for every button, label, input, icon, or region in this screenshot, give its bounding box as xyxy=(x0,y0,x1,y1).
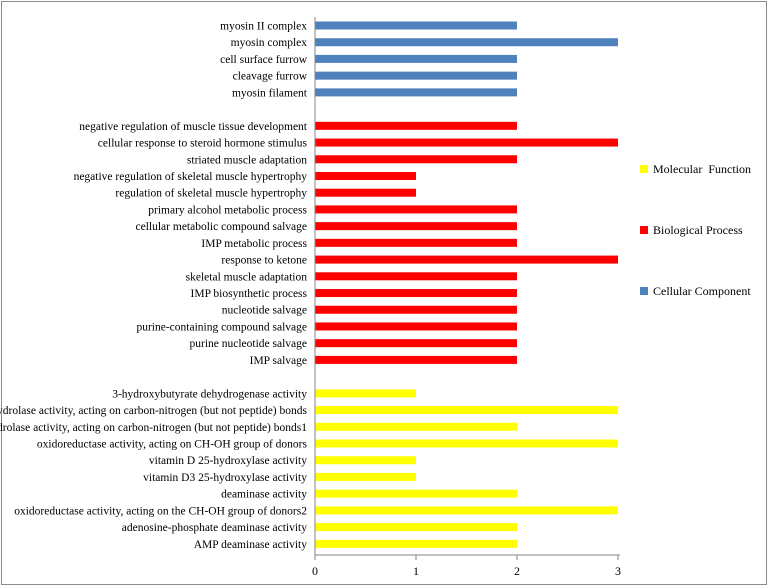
category-label-20: IMP salvage xyxy=(250,355,307,367)
bar-19 xyxy=(315,339,517,348)
bars-layer xyxy=(315,21,618,548)
bar-9 xyxy=(315,171,416,180)
category-label-19: purine nucleotide salvage xyxy=(189,338,307,350)
category-label-25: oxidoreductase activity, acting on CH-OH… xyxy=(37,439,308,451)
category-label-17: nucleotide salvage xyxy=(222,305,307,317)
bar-18 xyxy=(315,322,517,331)
category-label-28: deaminase activity xyxy=(221,489,307,501)
bar-2 xyxy=(315,54,517,63)
bar-14 xyxy=(315,255,618,264)
bar-27 xyxy=(315,472,416,481)
category-label-0: myosin II complex xyxy=(220,21,307,33)
bar-3 xyxy=(315,71,517,80)
category-label-12: cellular metabolic compound salvage xyxy=(136,221,307,233)
category-label-2: cell surface furrow xyxy=(220,54,308,66)
bar-28 xyxy=(315,489,517,498)
legend-swatch-cc xyxy=(640,287,648,295)
bar-29 xyxy=(315,506,618,515)
legend-label-cc: Cellular Component xyxy=(653,284,751,298)
category-label-7: cellular response to steroid hormone sti… xyxy=(98,138,308,150)
category-label-26: vitamin D 25-hydroxylase activity xyxy=(149,455,307,467)
bar-15 xyxy=(315,272,517,281)
category-label-16: IMP biosynthetic process xyxy=(191,288,308,300)
category-label-15: skeletal muscle adaptation xyxy=(186,271,308,283)
category-label-10: regulation of skeletal muscle hypertroph… xyxy=(115,188,307,200)
bar-22 xyxy=(315,389,416,398)
bar-8 xyxy=(315,155,517,164)
category-label-30: adenosine-phosphate deaminase activity xyxy=(122,522,307,534)
category-label-4: myosin filament xyxy=(232,87,308,99)
category-label-29: oxidoreductase activity, acting on the C… xyxy=(14,505,307,517)
bar-4 xyxy=(315,88,517,97)
bar-11 xyxy=(315,205,517,214)
bar-12 xyxy=(315,222,517,231)
legend: Molecular Function Biological Process Cell… xyxy=(640,162,751,298)
bar-16 xyxy=(315,289,517,298)
bar-10 xyxy=(315,188,416,197)
bar-7 xyxy=(315,138,618,147)
legend-swatch-bp xyxy=(640,226,648,234)
category-label-22: 3-hydroxybutyrate dehydrogenase activity xyxy=(112,388,307,400)
bar-30 xyxy=(315,523,517,532)
bar-6 xyxy=(315,121,517,130)
bar-25 xyxy=(315,439,618,448)
legend-swatch-mf xyxy=(640,165,648,173)
category-label-14: response to ketone xyxy=(221,255,307,267)
category-label-27: vitamin D3 25-hydroxylase activity xyxy=(143,472,307,484)
x-tick-label-0: 0 xyxy=(312,564,318,578)
category-label-6: negative regulation of muscle tissue dev… xyxy=(79,121,308,133)
category-label-1: myosin complex xyxy=(231,37,308,49)
legend-label-mf: Molecular Function xyxy=(653,162,751,176)
x-tick-label-2: 2 xyxy=(514,564,520,578)
category-label-11: primary alcohol metabolic process xyxy=(148,204,307,216)
x-tick-label-1: 1 xyxy=(413,564,419,578)
x-tick-label-3: 3 xyxy=(615,564,621,578)
category-label-31: AMP deaminase activity xyxy=(194,539,308,551)
legend-label-bp: Biological Process xyxy=(653,223,743,237)
bar-24 xyxy=(315,422,517,431)
bar-31 xyxy=(315,539,517,548)
bar-23 xyxy=(315,406,618,415)
category-label-18: purine-containing compound salvage xyxy=(136,321,307,333)
x-axis-ticks: 0 1 2 3 xyxy=(312,555,621,578)
bar-1 xyxy=(315,38,618,47)
category-label-13: IMP metabolic process xyxy=(201,238,307,250)
category-label-23: hydrolase activity, acting on carbon-nit… xyxy=(0,405,308,417)
category-label-24: hydrolase activity, acting on carbon-nit… xyxy=(0,422,307,434)
category-label-3: cleavage furrow xyxy=(233,71,308,83)
bar-20 xyxy=(315,355,517,364)
bar-13 xyxy=(315,238,517,247)
category-label-8: striated muscle adaptation xyxy=(187,154,307,166)
bar-0 xyxy=(315,21,517,30)
bar-17 xyxy=(315,305,517,314)
category-labels: myosin II complex myosin complex cell surf… xyxy=(0,21,308,551)
bar-26 xyxy=(315,456,416,465)
category-label-9: negative regulation of skeletal muscle h… xyxy=(74,171,308,183)
